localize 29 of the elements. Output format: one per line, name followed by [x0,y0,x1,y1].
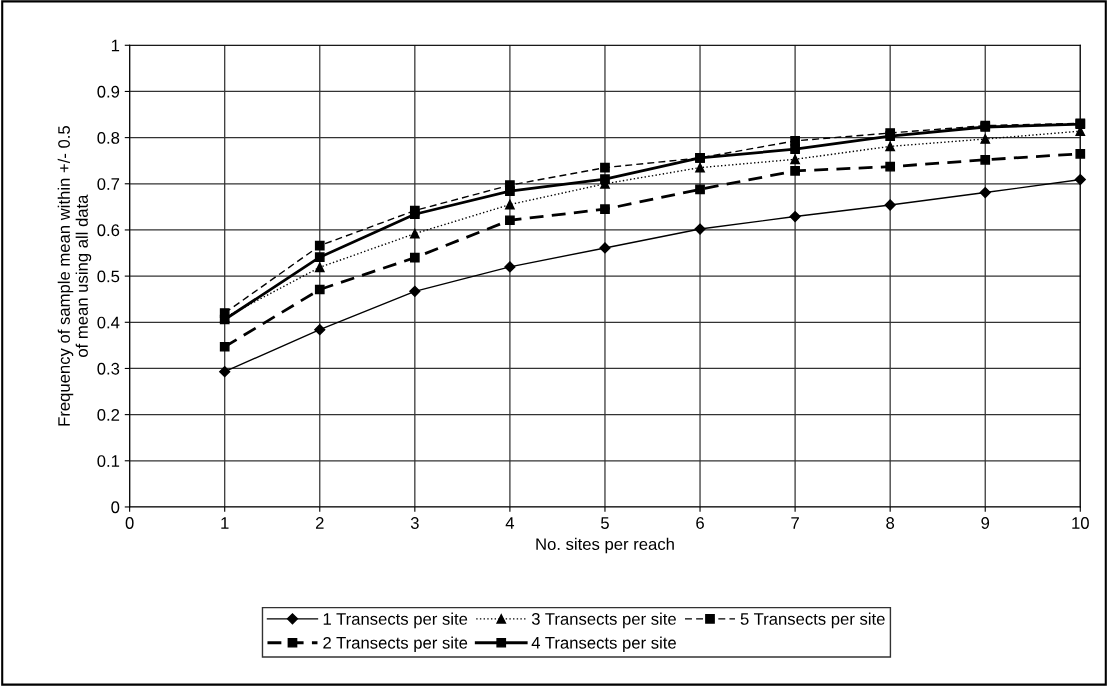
x-tick-label: 7 [791,517,799,529]
x-tick-label: 2 [315,517,324,529]
x-tick-label: 6 [696,517,704,529]
x-tick-label: 0 [125,517,134,529]
x-tick-label: 8 [886,517,895,529]
x-tick-label: 9 [981,517,990,529]
x-axis-title: No. sites per reach [536,537,674,554]
y-tick-label: 0.2 [97,409,120,421]
y-tick-label: 0.6 [97,224,120,237]
y-tick-label: 0.5 [97,270,120,283]
y-tick-label: 0 [111,501,120,514]
y-tick-label: 0.1 [97,455,120,467]
y-tick-label: 0.4 [97,316,120,329]
y-axis-title: Frequency of sample mean within +/- 0.5 of mean using all data [57,126,92,426]
legend-label: 5 Transects per site [740,612,885,629]
y-tick-label: 0.3 [97,362,120,375]
legend-label: 4 Transects per site [531,636,676,653]
x-tick-label: 3 [410,517,419,529]
y-tick-label: 0.8 [97,132,120,144]
y-tick-label: 0.9 [97,85,120,98]
x-tick-label: 10 [1072,517,1089,529]
x-tick-label: 1 [221,517,229,529]
legend-label: 1 Transects per site [323,612,468,629]
x-tick-label: 5 [601,517,609,529]
x-tick-label: 4 [505,517,515,529]
y-tick-label: 0.7 [97,178,120,190]
y-tick-label: 1 [111,39,120,52]
legend-label: 3 Transects per site [531,612,676,629]
legend-label: 2 Transects per site [323,636,468,653]
